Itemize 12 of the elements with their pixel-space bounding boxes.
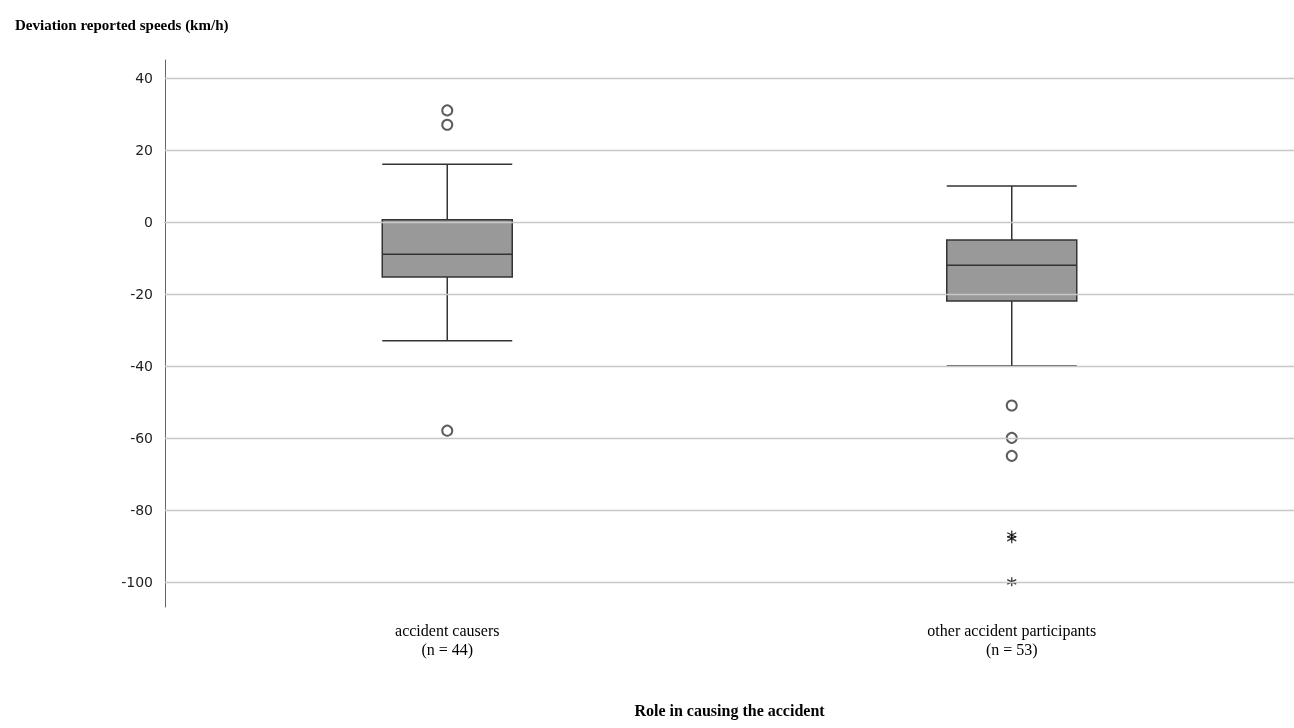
y-tick-label: -20	[130, 285, 153, 302]
y-axis-title: Deviation reported speeds (km/h)	[15, 16, 229, 34]
y-tick-label: 0	[144, 213, 153, 230]
x-tick-label: other accident participants (n = 53)	[927, 622, 1097, 659]
y-tick-label: -100	[121, 573, 153, 590]
x-tick-label: accident causers (n = 44)	[395, 622, 500, 659]
y-tick-label: 40	[135, 69, 153, 86]
y-tick-label: -60	[130, 429, 153, 446]
y-tick-label: -40	[130, 357, 153, 374]
y-tick-label: 20	[135, 141, 153, 158]
x-axis-title: Role in causing the accident	[634, 701, 826, 720]
y-tick-label: -80	[130, 501, 153, 518]
